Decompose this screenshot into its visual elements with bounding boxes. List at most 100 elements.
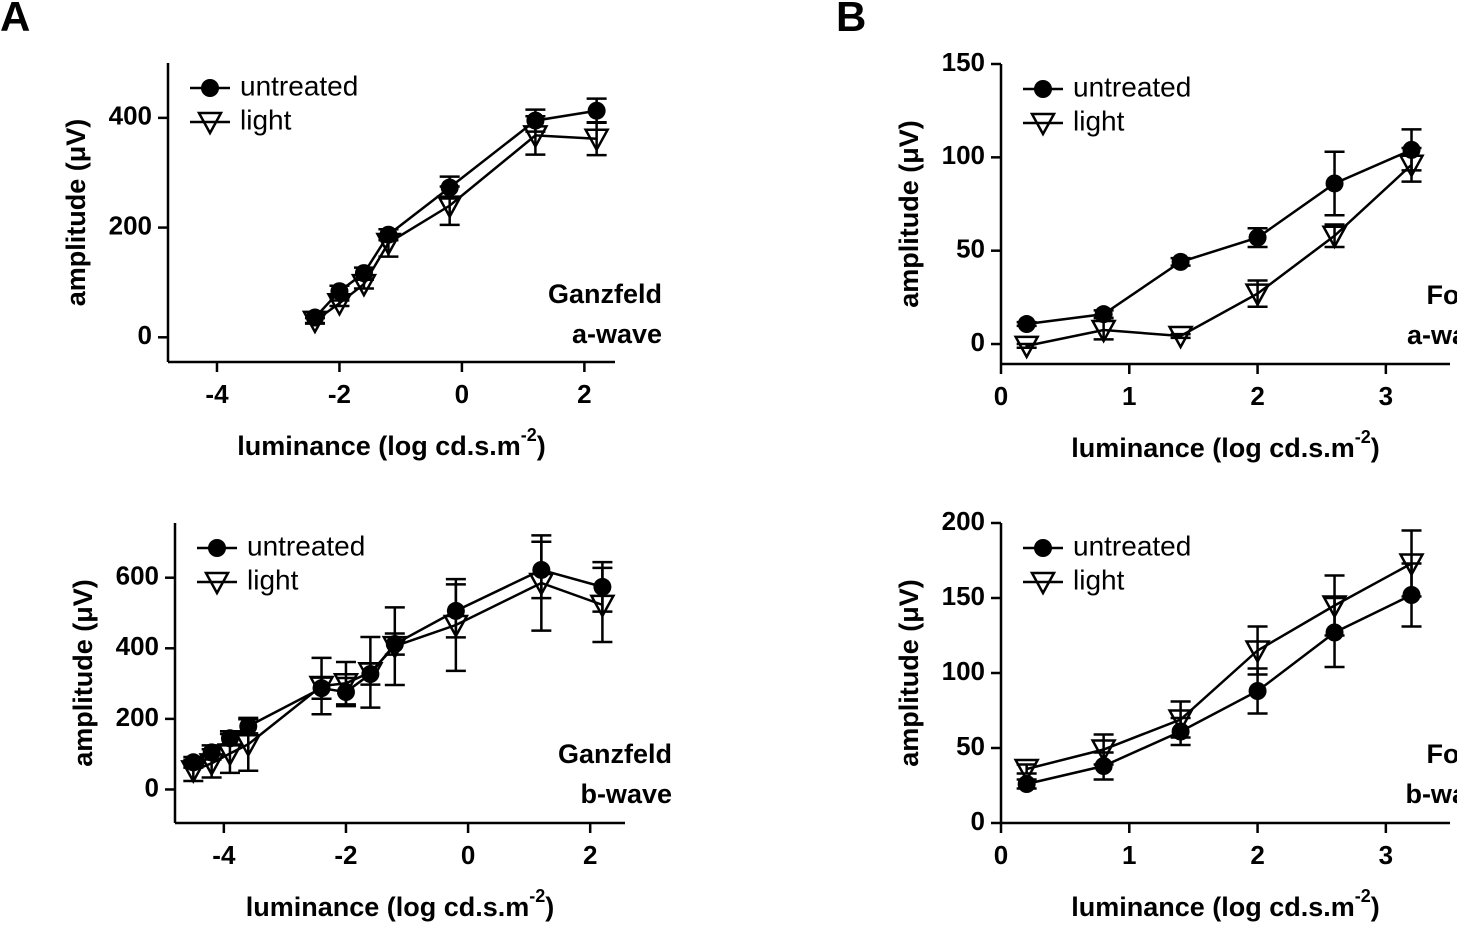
legend-marker xyxy=(1029,112,1057,137)
data-point xyxy=(357,662,384,686)
y-tick-label: 200 xyxy=(942,506,985,536)
data-point xyxy=(1167,709,1194,734)
error-bar xyxy=(360,635,381,709)
error-bar xyxy=(1016,763,1037,775)
data-point xyxy=(587,101,606,120)
legend-marker xyxy=(208,539,226,557)
x-tick-label: 1 xyxy=(1122,381,1136,411)
legend-label: light xyxy=(1073,564,1125,595)
y-tick-label: 100 xyxy=(942,140,985,170)
y-tick-label: 100 xyxy=(942,656,985,686)
x-tick-label: 0 xyxy=(994,840,1008,870)
x-tick-label: 1 xyxy=(1122,840,1136,870)
x-tick-label: 0 xyxy=(455,379,469,409)
error-bar xyxy=(353,278,374,290)
data-point xyxy=(330,282,349,301)
x-axis-label-sup: -2 xyxy=(529,886,545,906)
error-bar xyxy=(1324,574,1345,637)
x-axis-label-end: ) xyxy=(1371,892,1380,922)
data-point xyxy=(350,273,378,298)
series-line xyxy=(1026,148,1413,326)
x-axis-label-end: ) xyxy=(537,431,546,461)
data-point xyxy=(301,310,329,335)
error-bar xyxy=(445,577,466,673)
data-point xyxy=(375,232,402,257)
data-point xyxy=(235,734,262,758)
data-point xyxy=(308,675,335,700)
annotation: b-wave xyxy=(580,779,672,809)
data-point xyxy=(326,293,353,317)
annotation: Focal xyxy=(1426,739,1457,769)
data-point xyxy=(442,614,469,639)
x-tick-label: 0 xyxy=(994,381,1008,411)
legend-marker xyxy=(1029,571,1057,596)
error-bar xyxy=(311,656,332,716)
x-axis-label-text: luminance (log cd.s.m xyxy=(1071,433,1355,463)
data-point xyxy=(1094,305,1113,324)
data-point xyxy=(1171,252,1190,271)
error-bar xyxy=(592,566,613,644)
y-axis-label: amplitude (μV) xyxy=(894,579,924,767)
error-bar xyxy=(531,534,552,632)
y-tick-label: 0 xyxy=(971,806,985,836)
legend-label: light xyxy=(1073,105,1125,136)
data-point xyxy=(1244,640,1271,665)
y-tick-label: 600 xyxy=(116,561,159,591)
data-point xyxy=(1398,154,1425,179)
data-point xyxy=(180,760,207,785)
y-axis-label: amplitude (μV) xyxy=(61,119,91,307)
legend-marker xyxy=(201,79,219,97)
y-tick-label: 50 xyxy=(956,234,985,264)
x-tick-label: 2 xyxy=(583,840,597,870)
data-point xyxy=(1090,739,1117,764)
x-axis-label-end: ) xyxy=(545,892,554,922)
data-point xyxy=(522,125,549,150)
y-tick-label: 0 xyxy=(971,327,985,357)
data-point xyxy=(1013,758,1040,783)
legend-label: light xyxy=(247,564,299,595)
legend-label: light xyxy=(240,104,292,135)
y-tick-label: 50 xyxy=(956,731,985,761)
error-bar xyxy=(335,660,356,706)
series-line xyxy=(1026,562,1413,771)
y-tick-label: 400 xyxy=(109,101,152,131)
x-tick-label: 0 xyxy=(461,840,475,870)
data-point xyxy=(1321,595,1348,620)
series-line xyxy=(1026,593,1413,786)
legend-label: untreated xyxy=(1073,71,1191,102)
x-tick-label: 2 xyxy=(577,379,591,409)
data-point xyxy=(1248,682,1267,700)
error-bar xyxy=(238,716,259,773)
data-point xyxy=(216,743,244,768)
x-tick-label: 3 xyxy=(1379,381,1393,411)
y-tick-label: 150 xyxy=(942,581,985,611)
legend-marker xyxy=(1034,80,1052,98)
legend-marker xyxy=(203,571,231,596)
annotation: a-wave xyxy=(1407,320,1457,350)
data-point xyxy=(1013,335,1040,360)
y-tick-label: 400 xyxy=(116,631,159,661)
legend-marker xyxy=(196,111,224,136)
x-axis-label-sup: -2 xyxy=(521,425,537,445)
data-point xyxy=(436,195,463,220)
x-axis-label-text: luminance (log cd.s.m xyxy=(237,431,521,461)
x-axis-label-sup: -2 xyxy=(1355,886,1371,906)
data-point xyxy=(589,594,616,619)
annotation: a-wave xyxy=(572,319,662,349)
x-axis-label-text: luminance (log cd.s.m xyxy=(1071,892,1355,922)
data-point xyxy=(332,672,360,697)
y-tick-label: 200 xyxy=(109,210,152,240)
error-bar xyxy=(384,606,405,687)
data-point xyxy=(1321,225,1348,250)
y-tick-label: 150 xyxy=(942,47,985,77)
x-axis-label-sup: -2 xyxy=(1355,427,1371,447)
data-point xyxy=(1090,319,1117,344)
data-point xyxy=(1017,775,1036,793)
data-point xyxy=(1094,757,1113,775)
panel-label: B xyxy=(836,0,866,40)
data-point xyxy=(1167,325,1194,350)
error-bar xyxy=(1401,529,1422,598)
x-tick-label: -4 xyxy=(212,840,236,870)
data-point xyxy=(198,753,225,777)
